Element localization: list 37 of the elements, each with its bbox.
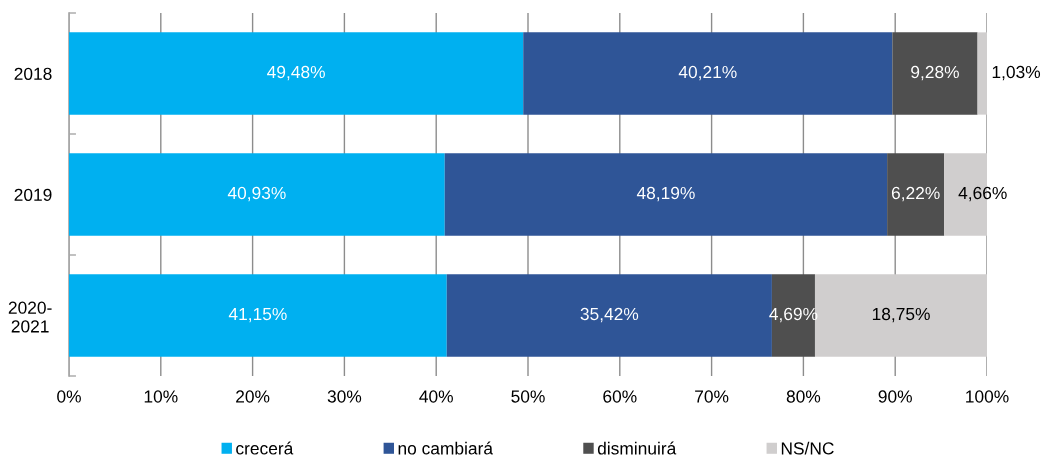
x-tick-label: 70% [695,390,729,403]
data-label: 4,66% [958,186,1007,202]
bar [892,32,978,115]
legend-label: no cambiará [398,441,494,455]
x-tick-label: 80% [786,390,821,403]
y-tick-label: 2018 [14,67,52,80]
x-tick-label: 30% [327,390,362,403]
data-label: 6,22% [891,186,940,202]
bar [523,32,893,115]
y-tick-label: 2019 [14,188,52,201]
legend-label: NS/NC [781,441,834,455]
bar [69,32,524,115]
x-tick-label: 50% [511,390,545,403]
data-label: 41,15% [228,307,287,323]
data-label: 49,48% [267,65,325,81]
legend-label: disminuirá [597,441,677,455]
data-label: 35,42% [580,307,639,323]
x-tick-label: 90% [878,390,912,403]
data-label: 1,03% [992,65,1041,81]
data-label: 48,19% [636,186,695,202]
x-tick-label: 60% [603,390,637,403]
x-tick-label: 0% [57,390,81,403]
y-tick-label: 2020-2021 [8,301,52,333]
data-label: 9,28% [911,65,959,81]
x-tick-label: 40% [419,390,453,403]
x-tick-label: 20% [236,390,270,403]
bar [887,153,945,236]
x-tick-label: 10% [144,390,178,403]
data-label: 40,93% [227,186,286,202]
bar [69,274,447,357]
legend-label: crecerá [236,441,294,455]
data-label: 40,21% [678,65,737,81]
bar [444,153,888,236]
x-tick-label: 100% [966,390,1009,403]
data-label: 18,75% [872,307,930,323]
bar [977,32,987,115]
bar [69,153,445,236]
